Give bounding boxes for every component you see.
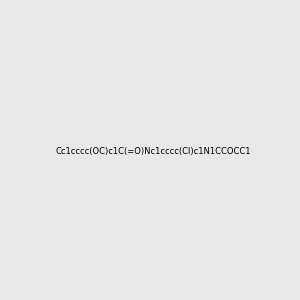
- Text: Cc1cccc(OC)c1C(=O)Nc1cccc(Cl)c1N1CCOCC1: Cc1cccc(OC)c1C(=O)Nc1cccc(Cl)c1N1CCOCC1: [56, 147, 251, 156]
